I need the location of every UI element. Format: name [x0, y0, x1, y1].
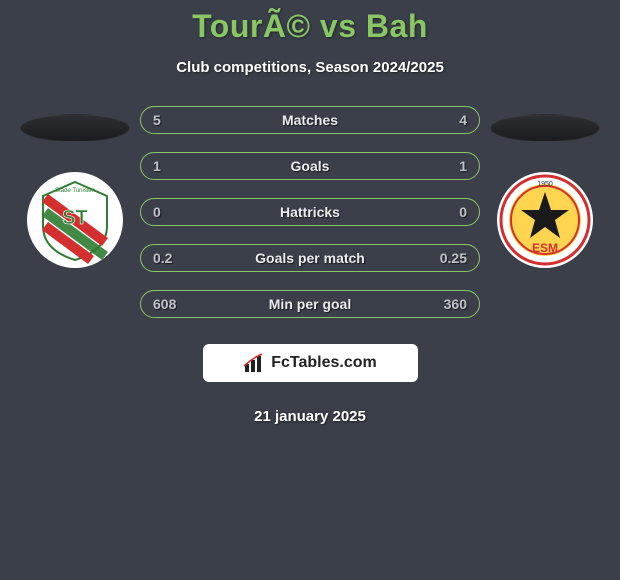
- stat-row-matches: 5 Matches 4: [140, 106, 480, 134]
- svg-text:ST: ST: [62, 207, 88, 229]
- stat-left-value: 5: [153, 112, 193, 128]
- stat-row-min-per-goal: 608 Min per goal 360: [140, 290, 480, 318]
- stat-row-goals-per-match: 0.2 Goals per match 0.25: [140, 244, 480, 272]
- player-photo-placeholder-right: [490, 114, 600, 142]
- bar-chart-icon: [243, 352, 265, 374]
- stat-row-hattricks: 0 Hattricks 0: [140, 198, 480, 226]
- fctables-label: FcTables.com: [271, 354, 377, 372]
- player-photo-placeholder-left: [20, 114, 130, 142]
- date-text: 21 january 2025: [254, 408, 366, 425]
- stat-label: Matches: [282, 112, 338, 128]
- stat-left-value: 1: [153, 158, 193, 174]
- stat-right-value: 1: [427, 158, 467, 174]
- stat-right-value: 4: [427, 112, 467, 128]
- svg-text:1950: 1950: [537, 181, 553, 188]
- subtitle: Club competitions, Season 2024/2025: [0, 59, 620, 76]
- club-badge-right: 1950 ESM: [497, 172, 593, 268]
- club-badge-left: ST Stade Tunisien: [27, 172, 123, 268]
- stat-left-value: 0: [153, 204, 193, 220]
- stat-label: Goals: [291, 158, 330, 174]
- stat-right-value: 0.25: [427, 250, 467, 266]
- stat-label: Min per goal: [269, 296, 351, 312]
- stat-right-value: 0: [427, 204, 467, 220]
- left-column: ST Stade Tunisien: [15, 106, 135, 268]
- svg-text:Stade Tunisien: Stade Tunisien: [55, 188, 95, 194]
- stat-label: Hattricks: [280, 204, 340, 220]
- page-title: TourÃ© vs Bah: [0, 0, 620, 45]
- badge-left-svg: ST Stade Tunisien: [27, 172, 123, 268]
- right-column: 1950 ESM: [485, 106, 605, 268]
- comparison-area: ST Stade Tunisien 5 Matches 4 1 Goals 1 …: [0, 106, 620, 425]
- stat-left-value: 608: [153, 296, 193, 312]
- stat-right-value: 360: [427, 296, 467, 312]
- stats-column: 5 Matches 4 1 Goals 1 0 Hattricks 0 0.2 …: [135, 106, 485, 425]
- stat-row-goals: 1 Goals 1: [140, 152, 480, 180]
- svg-text:ESM: ESM: [532, 241, 558, 255]
- badge-right-svg: 1950 ESM: [497, 172, 593, 268]
- stat-left-value: 0.2: [153, 250, 193, 266]
- stat-label: Goals per match: [255, 250, 365, 266]
- fctables-watermark[interactable]: FcTables.com: [203, 344, 418, 382]
